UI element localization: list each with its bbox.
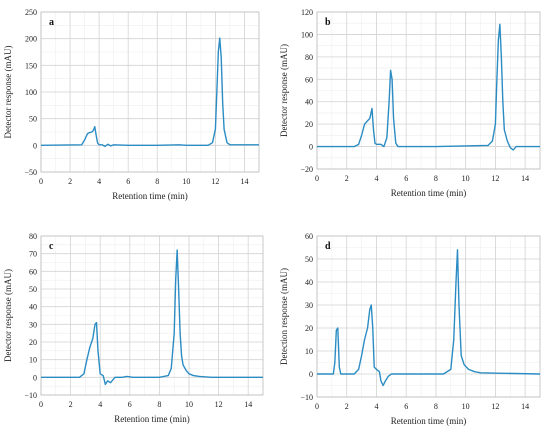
x-tick-label: 0: [39, 177, 43, 186]
x-tick-label: 2: [345, 402, 349, 411]
x-axis-label: Retention time (min): [112, 191, 188, 201]
x-tick-label: 14: [240, 177, 248, 186]
y-tick-label: 20: [305, 120, 313, 129]
y-tick-label: 10: [305, 347, 313, 356]
x-tick-label: 4: [97, 177, 101, 186]
x-tick-label: 2: [68, 177, 72, 186]
y-tick-label: 50: [29, 285, 37, 294]
x-tick-label: 12: [215, 400, 223, 409]
x-tick-label: 0: [39, 400, 43, 409]
y-axis-label: Detection response (mAU): [279, 268, 289, 365]
y-tick-label: −10: [24, 391, 37, 400]
y-tick-label: 10: [29, 356, 37, 365]
x-tick-label: 12: [491, 402, 499, 411]
x-tick-label: 8: [434, 402, 438, 411]
panel-label: d: [325, 241, 331, 252]
x-tick-label: 6: [128, 400, 132, 409]
x-tick-label: 14: [521, 402, 529, 411]
y-tick-label: 80: [305, 53, 313, 62]
y-tick-label: 100: [301, 30, 313, 39]
y-tick-label: 100: [25, 88, 37, 97]
y-tick-label: 20: [29, 338, 37, 347]
y-tick-label: 200: [25, 35, 37, 44]
plot-frame: [40, 11, 260, 173]
y-axis-label: Detector response (mAU): [3, 269, 13, 362]
chart-panel-c: 0 2 4 6 8 10 12 14−1001020304050607080Retention…: [3, 232, 264, 424]
y-tick-label: 120: [301, 8, 313, 17]
y-axis-label: Detector response (mAU): [279, 44, 289, 137]
plot-frame: [40, 235, 264, 396]
y-tick-label: 30: [29, 320, 37, 329]
y-tick-label: 50: [29, 115, 37, 124]
x-tick-label: 0: [315, 402, 319, 411]
y-tick-label: −20: [300, 165, 313, 174]
panel-label: a: [49, 17, 54, 28]
chromatogram-trace: [317, 23, 540, 151]
y-tick-label: 60: [305, 232, 313, 241]
x-tick-label: 6: [404, 174, 408, 183]
x-tick-label: 4: [374, 174, 378, 183]
panel-label: c: [49, 241, 54, 252]
y-tick-label: 40: [29, 303, 37, 312]
x-axis-label: Retention time (min): [391, 416, 467, 426]
y-axis-label: Detector response (mAU): [3, 46, 13, 139]
x-tick-label: 12: [211, 177, 219, 186]
x-tick-label: 12: [491, 174, 499, 183]
y-tick-label: 20: [305, 324, 313, 333]
x-tick-label: 10: [185, 400, 193, 409]
y-tick-label: 250: [25, 8, 37, 17]
panel-label: b: [325, 17, 331, 28]
x-tick-label: 14: [244, 400, 252, 409]
x-tick-label: 10: [462, 174, 470, 183]
y-tick-label: 60: [305, 75, 313, 84]
y-tick-label: −10: [300, 393, 313, 402]
x-axis-label: Retention time (min): [114, 414, 190, 424]
x-tick-label: 8: [434, 174, 438, 183]
chromatogram-trace: [41, 249, 263, 386]
y-tick-label: 50: [305, 255, 313, 264]
x-tick-label: 4: [98, 400, 102, 409]
y-tick-label: 40: [305, 278, 313, 287]
chromatogram-trace: [317, 249, 541, 387]
y-tick-label: 0: [33, 141, 37, 150]
chromatogram-trace: [40, 37, 259, 148]
y-tick-label: 40: [305, 98, 313, 107]
y-tick-label: 0: [309, 143, 313, 152]
x-tick-label: 8: [155, 177, 159, 186]
x-tick-label: 2: [345, 174, 349, 183]
x-tick-label: 8: [157, 400, 161, 409]
x-tick-label: 4: [374, 402, 378, 411]
x-tick-label: 10: [182, 177, 190, 186]
y-tick-label: 150: [25, 61, 37, 70]
x-axis-label: Retention time (min): [391, 188, 467, 198]
y-tick-label: 0: [33, 373, 37, 382]
plot-frame: [316, 11, 541, 170]
plot-frame: [316, 235, 541, 398]
y-tick-label: 80: [29, 232, 37, 241]
x-tick-label: 6: [126, 177, 130, 186]
y-tick-label: 70: [29, 250, 37, 259]
x-tick-label: 10: [462, 402, 470, 411]
y-tick-label: −50: [24, 168, 37, 177]
x-tick-label: 6: [404, 402, 408, 411]
x-tick-label: 14: [521, 174, 529, 183]
x-tick-label: 0: [315, 174, 319, 183]
y-tick-label: 60: [29, 267, 37, 276]
x-tick-label: 2: [69, 400, 73, 409]
y-tick-label: 30: [305, 301, 313, 310]
y-tick-label: 0: [309, 370, 313, 379]
